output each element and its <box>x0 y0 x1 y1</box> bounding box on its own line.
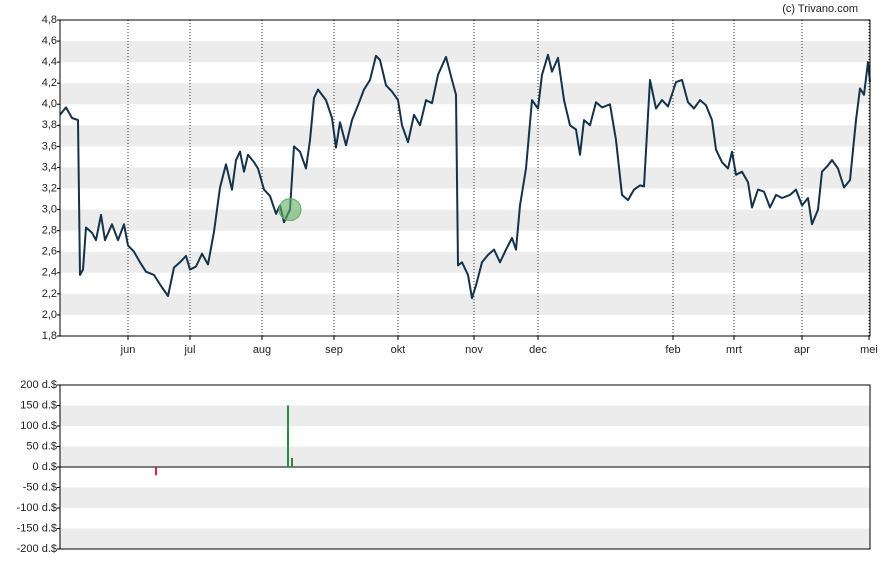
y-tick-label: 4,8 <box>42 14 57 26</box>
grid-band <box>60 528 870 549</box>
x-tick-label: apr <box>794 344 810 356</box>
bar <box>287 405 289 467</box>
y-tick-label: 2,6 <box>42 246 57 258</box>
y-tick-label: 1,8 <box>42 330 57 342</box>
y-tick-label: 3,0 <box>42 204 57 216</box>
bar <box>155 467 157 476</box>
x-tick-label: mei <box>860 344 878 356</box>
y-tick-label: 200 d.$ <box>20 379 57 391</box>
x-tick-label: nov <box>465 344 483 356</box>
y-tick-label: -150 d.$ <box>17 522 57 534</box>
y-tick-label: 3,6 <box>42 140 57 152</box>
x-tick-label: aug <box>253 344 271 356</box>
y-tick-label: 2,0 <box>42 309 57 321</box>
trade-marker <box>278 198 302 222</box>
grid-band <box>60 41 870 63</box>
x-tick-label: mrt <box>726 344 742 356</box>
y-tick-label: 3,2 <box>42 182 57 194</box>
y-tick-label: 4,2 <box>42 77 57 89</box>
x-tick-label: feb <box>665 344 680 356</box>
price-line <box>59 53 871 300</box>
grid-band <box>60 209 870 231</box>
y-tick-label: 0 d.$ <box>33 461 57 473</box>
y-tick-label: 50 d.$ <box>26 440 57 452</box>
grid-band <box>60 446 870 467</box>
grid-band <box>60 293 870 315</box>
x-tick-label: dec <box>529 344 547 356</box>
y-tick-label: 4,4 <box>42 56 57 68</box>
y-tick-label: -200 d.$ <box>17 543 57 555</box>
y-tick-label: 2,8 <box>42 225 57 237</box>
grid-band <box>60 405 870 426</box>
plot-frame <box>59 384 871 550</box>
y-tick-label: 150 d.$ <box>20 399 57 411</box>
x-tick-label: okt <box>391 344 406 356</box>
y-tick-label: 3,4 <box>42 161 57 173</box>
x-tick-label: jul <box>183 344 195 356</box>
grid-band <box>60 487 870 508</box>
y-tick-label: 3,8 <box>42 119 57 131</box>
y-tick-label: -50 d.$ <box>23 481 57 493</box>
grid-band <box>60 83 870 105</box>
y-tick-label: -100 d.$ <box>17 502 57 514</box>
plot-frame <box>59 19 871 337</box>
y-tick-label: 4,0 <box>42 98 57 110</box>
bar <box>291 457 293 467</box>
y-tick-label: 2,2 <box>42 288 57 300</box>
grid-band <box>60 125 870 147</box>
y-tick-label: 100 d.$ <box>20 420 57 432</box>
x-tick-label: sep <box>325 344 343 356</box>
y-tick-label: 4,6 <box>42 35 57 47</box>
x-tick-label: jun <box>120 344 136 356</box>
watermark: (c) Trivano.com <box>782 3 858 15</box>
y-tick-label: 2,4 <box>42 267 57 279</box>
